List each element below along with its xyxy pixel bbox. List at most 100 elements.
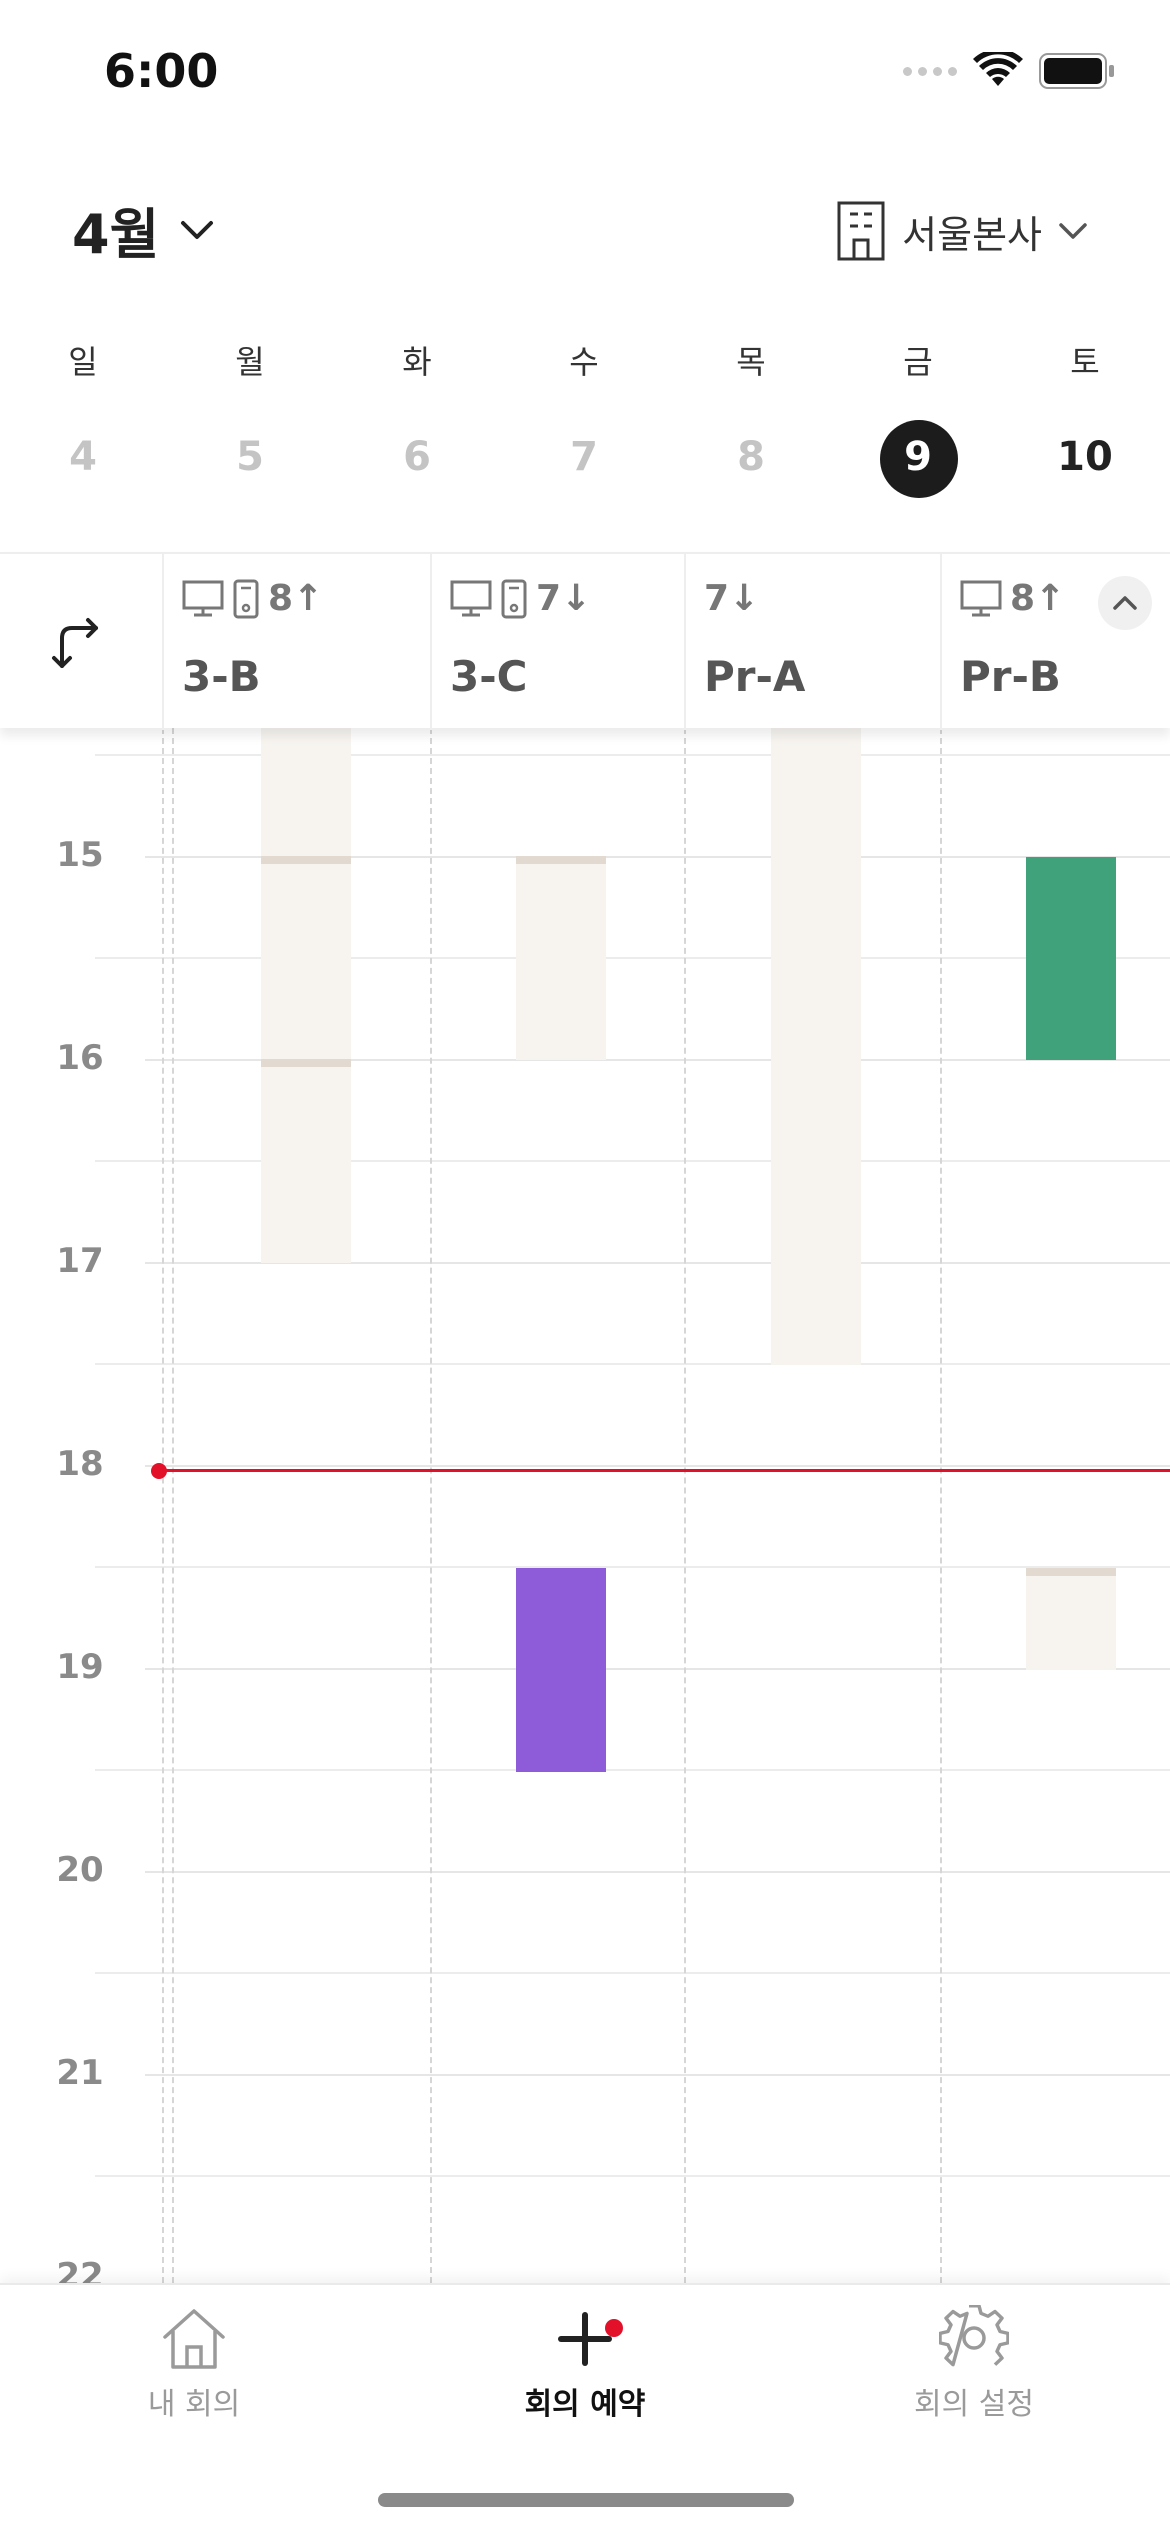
status-time: 6:00 (104, 44, 219, 98)
month-label: 4월 (72, 203, 160, 266)
day-cell[interactable]: 5 (236, 434, 264, 480)
room-meta: 8↑ (960, 578, 1065, 619)
day-cell[interactable]: 4 (69, 434, 97, 480)
office-label: 서울본사 (902, 212, 1042, 257)
current-time-line (158, 1469, 1170, 1472)
timeline-grid[interactable]: 15 16 17 18 19 20 21 22 (0, 728, 1170, 2283)
day-cell[interactable]: 10 (1057, 434, 1113, 480)
hour-label: 20 (56, 1850, 104, 1890)
tab-my-meetings[interactable]: 내 회의 (74, 2305, 314, 2423)
weekday-label: 목 (736, 343, 766, 381)
hour-label: 17 (56, 1241, 104, 1281)
column-divider (684, 728, 686, 2283)
home-indicator (378, 2493, 794, 2507)
room-column-header[interactable]: 7↓ Pr-A (684, 554, 940, 730)
weekday-label: 화 (402, 343, 432, 381)
hour-label: 18 (56, 1444, 104, 1484)
slot-divider (1026, 1568, 1116, 1576)
tab-settings[interactable]: 회의 설정 (854, 2305, 1094, 2423)
status-icons (903, 52, 1115, 90)
grid-half-hour-line (95, 1769, 1170, 1771)
room-capacity: 7↓ (704, 578, 760, 619)
monitor-icon (450, 580, 492, 616)
chevron-down-icon (1059, 223, 1087, 239)
tab-label: 내 회의 (147, 2387, 241, 2422)
column-divider (172, 728, 174, 2283)
room-column-header[interactable]: 8↑ 3-B (162, 554, 430, 730)
signal-icon (903, 66, 957, 76)
weekday-label: 일 (68, 343, 98, 381)
day-cell-selected[interactable]: 9 (904, 434, 932, 480)
slot-divider (261, 856, 351, 864)
room-capacity: 8↑ (1010, 578, 1066, 619)
grid-half-hour-line (95, 2175, 1170, 2177)
slot-divider (261, 1059, 351, 1067)
available-slot[interactable] (1026, 1568, 1116, 1670)
room-name: Pr-B (960, 652, 1061, 701)
grid-hour-line (145, 2074, 1170, 2076)
hour-label: 22 (56, 2256, 104, 2283)
monitor-icon (182, 580, 224, 616)
weekday-label: 수 (569, 343, 599, 381)
tab-label: 회의 설정 (914, 2387, 1034, 2422)
swap-view-button[interactable] (42, 614, 122, 674)
selected-day-indicator (880, 420, 958, 498)
hour-label: 15 (56, 835, 104, 875)
status-bar: 6:00 (0, 0, 1170, 150)
room-meta: 7↓ (450, 578, 591, 619)
wifi-icon (973, 52, 1023, 86)
grid-half-hour-line (95, 1566, 1170, 1568)
day-cell[interactable]: 7 (570, 434, 598, 480)
weekday-label: 토 (1070, 343, 1100, 381)
hour-label: 21 (56, 2053, 104, 2093)
grid-hour-line (145, 1262, 1170, 1264)
grid-hour-line (145, 1871, 1170, 1873)
room-name: 3-C (450, 652, 528, 701)
column-divider (162, 728, 164, 2283)
swap-arrows-icon (52, 618, 98, 668)
room-meta: 8↑ (182, 578, 323, 619)
tab-bar: 내 회의 회의 예약 회의 설정 (0, 2283, 1170, 2532)
available-slot[interactable] (261, 728, 351, 1263)
building-icon (837, 201, 885, 261)
room-meta: 7↓ (704, 578, 759, 619)
phone-icon (501, 579, 527, 618)
hour-label: 16 (56, 1038, 104, 1078)
booking-block[interactable] (1026, 857, 1116, 1060)
collapse-button[interactable] (1098, 576, 1152, 630)
grid-hour-line (145, 1668, 1170, 1670)
room-column-header[interactable]: 8↑ Pr-B (940, 554, 1170, 730)
tab-label: 회의 예약 (524, 2387, 646, 2422)
grid-half-hour-line (95, 957, 1170, 959)
tab-reserve[interactable]: 회의 예약 (465, 2305, 705, 2423)
grid-half-hour-line (95, 1160, 1170, 1162)
monitor-icon (960, 580, 1002, 616)
battery-icon (1039, 53, 1114, 89)
day-cell[interactable]: 8 (737, 434, 765, 480)
column-divider (430, 728, 432, 2283)
room-name: 3-B (182, 652, 261, 701)
header: 4월 서울본사 (0, 190, 1170, 280)
room-capacity: 8↑ (268, 578, 324, 619)
office-selector[interactable]: 서울본사 (836, 200, 1088, 262)
slot-divider (516, 856, 606, 864)
phone-icon (233, 579, 259, 618)
chevron-down-icon (181, 220, 214, 239)
available-slot[interactable] (516, 856, 606, 1060)
room-capacity: 7↓ (536, 578, 592, 619)
chevron-up-icon (1113, 596, 1137, 610)
home-icon (163, 2309, 225, 2369)
month-selector[interactable]: 4월 (72, 190, 215, 269)
weekday-label: 월 (235, 343, 265, 381)
day-cell[interactable]: 6 (403, 434, 431, 480)
hour-label: 19 (56, 1647, 104, 1687)
current-time-dot (151, 1463, 167, 1479)
room-header: 8↑ 3-B 7↓ 3-C 7↓ Pr-A 8↑ Pr-B (0, 552, 1170, 730)
column-divider (940, 728, 942, 2283)
room-column-header[interactable]: 7↓ 3-C (430, 554, 684, 730)
grid-hour-line (145, 1465, 1170, 1467)
plus-icon (558, 2312, 612, 2366)
notification-dot (605, 2319, 623, 2337)
booking-block[interactable] (516, 1568, 606, 1772)
available-slot[interactable] (771, 728, 861, 1365)
